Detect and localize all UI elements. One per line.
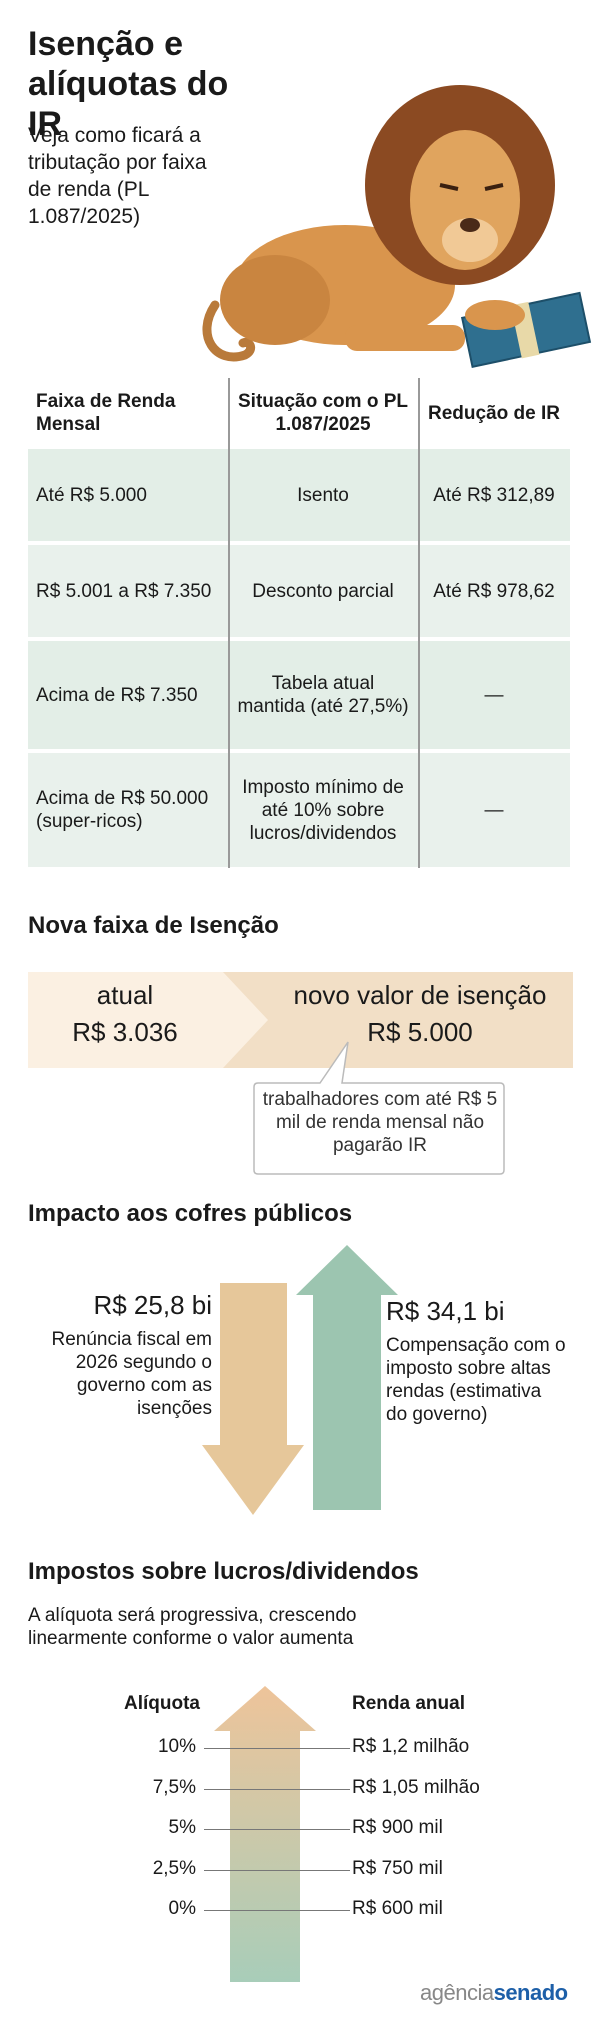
logo: agênciasenado	[420, 1980, 568, 2006]
progressive-arrow	[214, 1686, 316, 1982]
rate: 5%	[168, 1817, 196, 1838]
table-cell: R$ 5.001 a R$ 7.350	[36, 580, 212, 602]
impact-arrows	[202, 1245, 398, 1515]
table-cell: Acima de R$ 50.000 (super-ricos)	[36, 788, 209, 832]
income: R$ 600 mil	[352, 1898, 443, 1919]
row-background	[28, 449, 570, 541]
table-header: Redução de IR	[428, 402, 560, 424]
table-header: Faixa de Renda Mensal	[36, 391, 176, 435]
guide-line	[204, 1869, 350, 1871]
lion-illustration	[202, 85, 592, 369]
guide-line	[204, 1910, 350, 1911]
table-cell: Desconto parcial	[252, 580, 394, 602]
guide-line	[204, 1829, 350, 1830]
guide-line	[204, 1788, 350, 1790]
title: Isenção e alíquotas do IR	[28, 25, 229, 143]
loss-text: Renúncia fiscal em 2026 segundo o govern…	[51, 1329, 212, 1419]
table-cell: Isento	[297, 484, 349, 506]
current-label: atual	[96, 980, 154, 1010]
row-background	[28, 753, 570, 867]
loss-value: R$ 25,8 bi	[93, 1290, 212, 1320]
column-header: Alíquota	[124, 1693, 200, 1714]
section-title: Impostos sobre lucros/dividendos	[28, 1558, 419, 1585]
section-title: Impacto aos cofres públicos	[28, 1200, 353, 1227]
guide-line	[204, 1748, 350, 1749]
section-subtitle: A alíquota será progressiva, crescendo l…	[28, 1605, 357, 1649]
gain-text: Compensação com o imposto sobre altas re…	[386, 1335, 566, 1425]
section-title: Nova faixa de Isenção	[28, 912, 279, 939]
income: R$ 900 mil	[352, 1817, 443, 1838]
table-cell: —	[484, 684, 504, 706]
column-divider	[418, 378, 420, 868]
new-label: novo valor de isenção	[293, 980, 547, 1010]
table-cell: Até R$ 5.000	[36, 484, 147, 506]
new-value: R$ 5.000	[367, 1017, 473, 1047]
table-cell: Até R$ 978,62	[433, 580, 555, 602]
table-cell: Imposto mínimo de até 10% sobre lucros/d…	[242, 776, 404, 844]
rate: 2,5%	[152, 1857, 196, 1879]
logo-prefix: agência	[420, 1980, 494, 2005]
income: R$ 1,05 milhão	[352, 1776, 480, 1798]
rate: 10%	[157, 1736, 196, 1757]
income: R$ 1,2 milhão	[352, 1736, 470, 1757]
table-cell: Até R$ 312,89	[433, 484, 555, 506]
table-cell: Tabela atual mantida (até 27,5%)	[237, 673, 409, 717]
callout-box	[253, 1041, 505, 1175]
rate: 7,5%	[152, 1776, 196, 1798]
gain-value: R$ 34,1 bi	[386, 1296, 505, 1326]
table-cell: —	[484, 799, 504, 821]
table-cell: Acima de R$ 7.350	[36, 684, 198, 706]
current-value: R$ 3.036	[72, 1017, 178, 1047]
exemption-arrow	[28, 972, 573, 1068]
column-header: Renda anual	[352, 1693, 465, 1714]
row-background	[28, 641, 570, 749]
row-background	[28, 545, 570, 637]
table-header: Situação com o PL 1.087/2025	[238, 391, 408, 435]
income: R$ 750 mil	[352, 1857, 443, 1879]
callout-note: trabalhadores com até R$ 5 mil de renda …	[262, 1089, 498, 1156]
column-divider	[228, 378, 230, 868]
logo-suffix: senado	[493, 1980, 569, 2005]
subtitle: Veja como ficará a tributação por faixa …	[28, 124, 207, 228]
rate: 0%	[168, 1898, 196, 1919]
